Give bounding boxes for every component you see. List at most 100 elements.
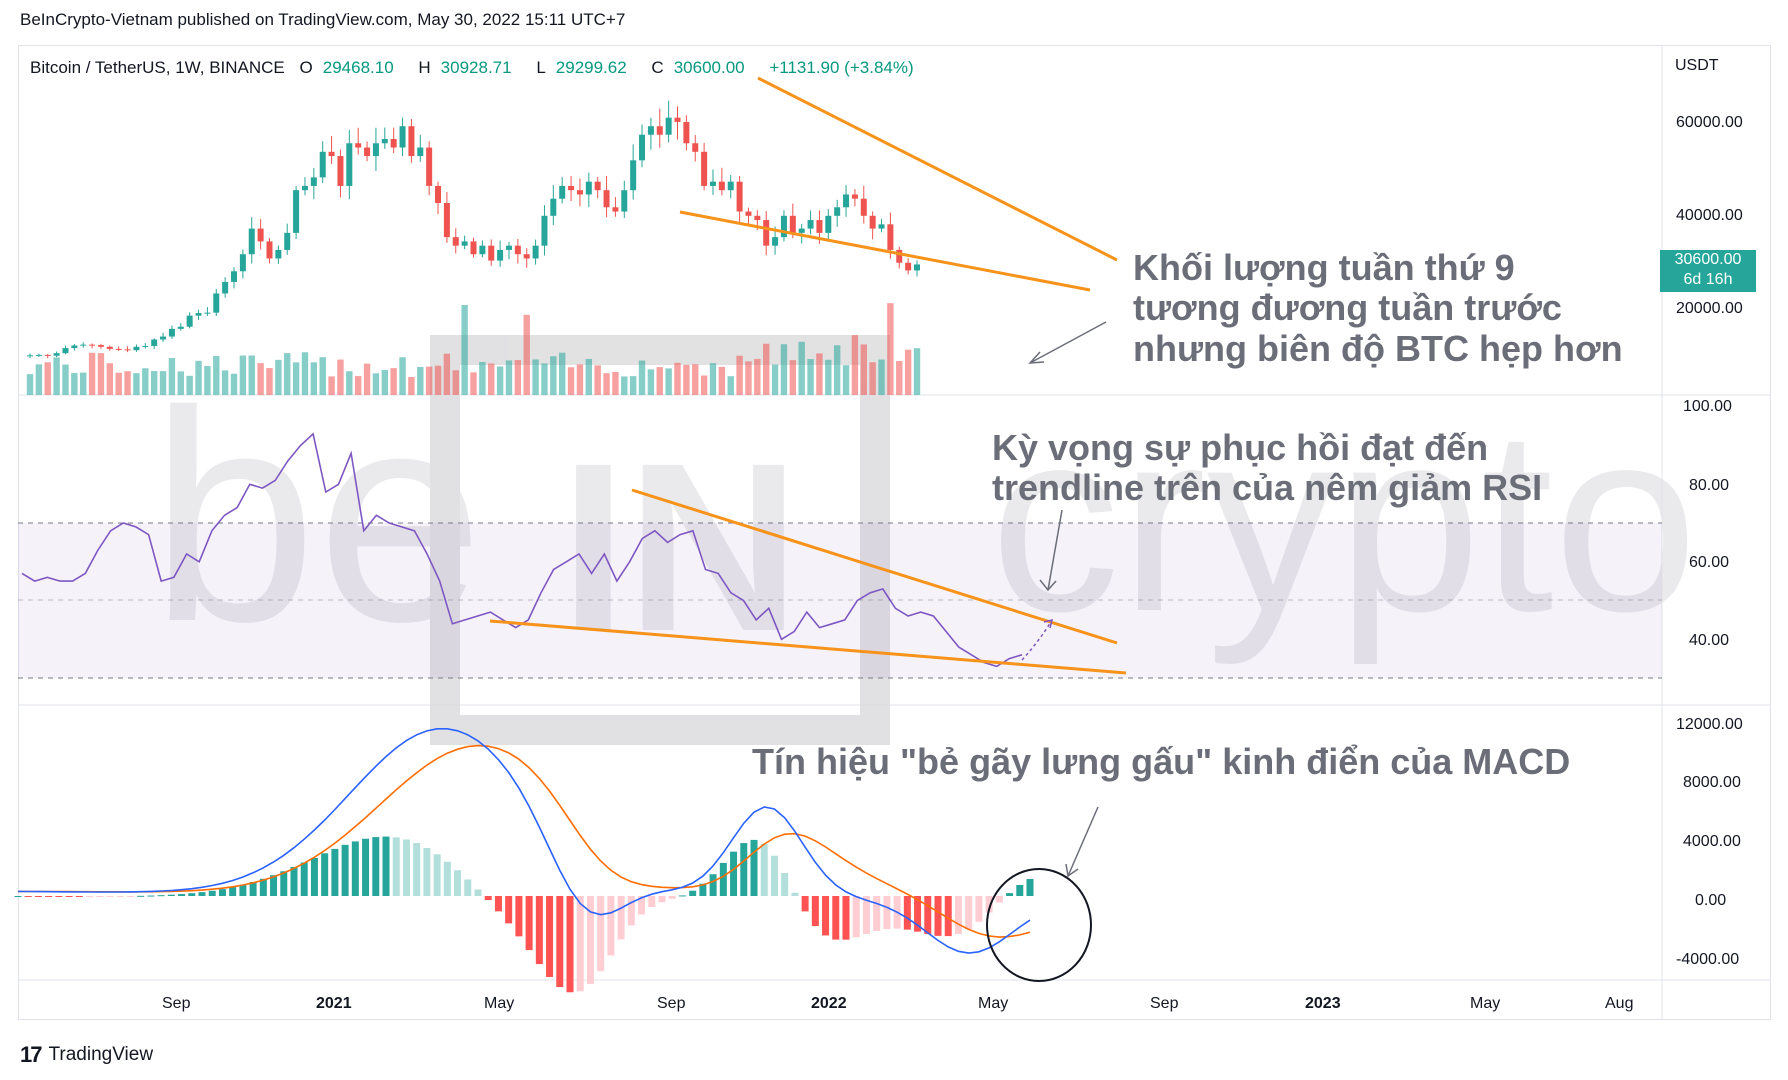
volume-bar: [452, 370, 459, 395]
rsi-wedge-upper-trendline[interactable]: [631, 488, 1118, 645]
macd-histogram-bar: [750, 839, 758, 896]
macd-histogram-bar: [229, 887, 237, 896]
macd-histogram-bar: [167, 894, 175, 896]
macd-histogram-bar: [914, 896, 922, 932]
candle-body: [355, 143, 362, 148]
macd-histogram-bar: [96, 896, 104, 897]
volume-bar: [97, 353, 105, 395]
rsi-wedge-lower-trendline[interactable]: [489, 619, 1127, 675]
candle-body: [142, 345, 149, 347]
candle-body: [186, 315, 193, 327]
candle-body: [718, 181, 725, 191]
macd-histogram-bar: [985, 896, 993, 913]
symbol-name[interactable]: Bitcoin / TetherUS, 1W, BINANCE: [30, 58, 285, 77]
candle-body: [213, 293, 220, 313]
candle-body: [701, 151, 708, 186]
macd-histogram-bar: [883, 896, 891, 930]
price-wedge-upper-trendline[interactable]: [757, 76, 1118, 262]
volume-bar: [887, 303, 894, 395]
rsi-note-line-1: Kỳ vọng sự phục hồi đạt đến: [992, 427, 1489, 468]
volume-bar: [88, 352, 96, 395]
volume-bar: [718, 366, 726, 395]
candle-body: [497, 249, 504, 261]
macd-histogram-bar: [944, 896, 952, 937]
volume-bar: [789, 360, 797, 395]
volume-bar: [230, 373, 238, 395]
macd-histogram-bar: [586, 896, 594, 984]
candle-body: [426, 147, 433, 186]
candle-body: [683, 121, 690, 144]
volume-bars: [26, 303, 921, 395]
candle-body: [488, 245, 495, 261]
rsi-projection-dotted: [1021, 619, 1053, 661]
volume-bar: [807, 359, 814, 395]
candle-body: [177, 326, 184, 329]
open-label: O: [299, 58, 313, 77]
candle-body: [399, 126, 406, 148]
macd-histogram-bar: [65, 896, 73, 897]
macd-histogram-bar: [198, 892, 206, 896]
price-wedge-lower-trendline[interactable]: [679, 210, 1091, 292]
time-tick: Sep: [657, 995, 686, 1012]
bar-countdown: 6d 16h: [1683, 271, 1733, 288]
tradingview-brand[interactable]: TradingView: [48, 1044, 154, 1065]
candle-body: [887, 224, 894, 250]
price-candles[interactable]: [27, 100, 920, 359]
volume-bar: [381, 370, 388, 395]
volume-bar: [44, 362, 51, 395]
macd-histogram-bar: [382, 836, 390, 896]
macd-histogram-bar: [566, 896, 574, 993]
candle-body: [328, 151, 335, 157]
candle-body: [151, 339, 158, 346]
volume-bar: [514, 360, 522, 395]
candle-body: [89, 344, 96, 346]
chart-frame[interactable]: [18, 45, 1771, 1020]
candle-body: [452, 237, 459, 246]
volume-bar: [425, 366, 433, 395]
candle-body: [27, 355, 33, 357]
volume-bar: [372, 373, 380, 395]
volume-bar: [665, 368, 672, 395]
macd-histogram-bar: [954, 896, 962, 934]
volume-bar: [674, 362, 681, 395]
macd-histogram-bar: [341, 844, 349, 896]
candle-body: [523, 254, 530, 259]
volume-bar: [576, 364, 584, 395]
macd-histogram-bar: [740, 843, 748, 896]
volume-bar: [559, 352, 566, 395]
macd-histogram-bar: [975, 896, 983, 922]
volume-bar: [292, 362, 300, 395]
candle-body: [44, 354, 51, 356]
symbol-legend[interactable]: Bitcoin / TetherUS, 1W, BINANCE O 29468.1…: [30, 58, 924, 78]
candle-body: [514, 245, 521, 255]
candle-body: [310, 177, 317, 186]
volume-bar: [692, 364, 699, 395]
volume-bar: [585, 358, 593, 395]
macd-histogram-bar: [474, 889, 482, 896]
volume-bar: [878, 359, 885, 395]
macd-tick: 4000.00: [1683, 833, 1741, 850]
time-tick: 2023: [1305, 995, 1341, 1012]
volume-bar: [80, 372, 87, 395]
volume-bar: [745, 361, 752, 395]
volume-arrowhead: [1028, 351, 1045, 364]
macd-histogram-bar: [525, 896, 533, 951]
macd-histogram-bar: [239, 884, 247, 896]
volume-bar: [700, 375, 708, 395]
volume-bar: [461, 304, 468, 395]
candle-body: [133, 346, 140, 351]
candle-body: [204, 312, 211, 314]
macd-histogram-bar: [505, 896, 513, 924]
macd-histogram-bar: [965, 896, 973, 930]
volume-bar: [603, 373, 610, 395]
candle-body: [222, 281, 229, 294]
time-tick: 2021: [316, 995, 352, 1012]
tradingview-footer[interactable]: 17 TradingView: [20, 1042, 153, 1068]
candle-body: [35, 354, 42, 356]
macd-histogram-bar: [617, 896, 625, 940]
volume-bar: [638, 360, 646, 395]
candle-body: [337, 156, 344, 186]
volume-bar: [53, 357, 60, 395]
high-label: H: [418, 58, 431, 77]
